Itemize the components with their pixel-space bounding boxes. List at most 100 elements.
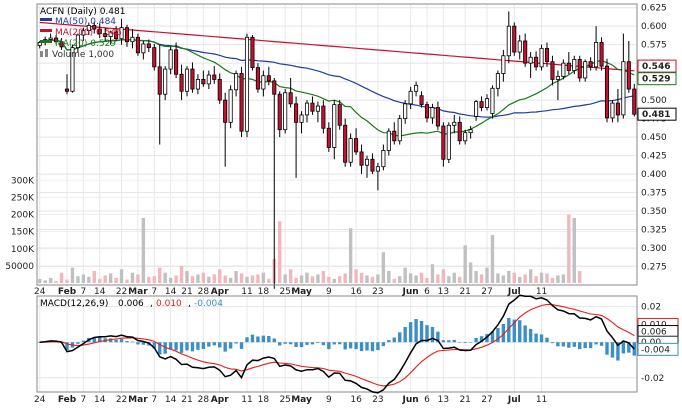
candle-body [621, 61, 626, 116]
macd-histogram-bar [512, 319, 516, 343]
candle-body [124, 27, 130, 43]
volume-bar [294, 277, 298, 283]
candle [446, 122, 451, 163]
volume-bar [168, 277, 173, 283]
macd-histogram-bar [594, 342, 598, 345]
candle-body [234, 73, 239, 91]
candle [114, 26, 119, 41]
candle-body [397, 118, 402, 142]
candle [244, 33, 250, 138]
macd-histogram-bar [387, 340, 391, 343]
candle [452, 114, 457, 134]
macd-histogram-bar [403, 326, 407, 343]
candle [184, 66, 190, 97]
volume-bar [474, 271, 478, 283]
candle [375, 162, 380, 191]
candle-body [239, 73, 244, 132]
candle-body [195, 79, 200, 90]
macd-histogram-bar [359, 342, 364, 352]
macd-histogram-bar [174, 342, 178, 351]
candle-body [495, 73, 500, 89]
x-tick-label: May [291, 287, 312, 297]
price-tick-label: 0.450 [641, 133, 667, 143]
macd-panel [38, 294, 636, 394]
macd-histogram-bar [76, 342, 80, 344]
candle [168, 46, 173, 75]
volume-bar [196, 274, 200, 283]
candle-body [594, 42, 599, 68]
volume-bar [163, 272, 167, 283]
x-tick-label: 28 [198, 287, 210, 297]
candle-body [441, 125, 446, 160]
volume-bar [550, 277, 555, 283]
candle [539, 44, 544, 71]
volume-bar [490, 235, 495, 283]
volume-bar [419, 272, 424, 283]
macd-histogram-bar [408, 322, 413, 343]
candle [37, 40, 42, 49]
macd-histogram-bar [376, 342, 380, 351]
candle-body [146, 43, 151, 49]
macd-histogram-bar [354, 342, 358, 350]
volume-bar [59, 272, 64, 283]
price-tick-label: 0.575 [641, 41, 667, 51]
macd-histogram-bar [567, 342, 571, 348]
volume-tick-label: 150K [11, 228, 35, 238]
macd-histogram-bar [550, 342, 555, 344]
macd-histogram-bar [627, 342, 631, 353]
candle [403, 100, 408, 124]
macd-histogram-bar [108, 338, 113, 343]
macd-histogram-bar [556, 342, 560, 347]
candle [599, 37, 604, 71]
candle-body [54, 37, 59, 43]
volume-bar [54, 280, 58, 283]
candle-body [414, 84, 419, 92]
macd-histogram-bar [370, 342, 375, 352]
candle-body [364, 158, 370, 166]
candle [97, 23, 102, 39]
candle [201, 70, 206, 87]
candle-body [337, 104, 342, 126]
candle-body [81, 30, 86, 36]
volume-bar [534, 276, 538, 283]
volume-bar [387, 271, 391, 283]
volume-bar [305, 272, 309, 283]
macd-label-box [637, 342, 679, 356]
volume-bar [174, 275, 178, 283]
x-tick-label: 11 [241, 287, 252, 297]
candle-body [64, 88, 70, 92]
macd-x-tick-label: 22 [116, 395, 127, 405]
macd-x-tick-label: 27 [481, 395, 492, 405]
volume-bar [299, 275, 304, 283]
candle-body [37, 42, 42, 46]
candle-body [206, 74, 211, 85]
candle [430, 103, 435, 124]
candle [124, 24, 130, 47]
candle-body [157, 66, 162, 95]
candle [506, 11, 511, 64]
candle-body [468, 129, 473, 134]
volume-tick-label: 50000 [5, 262, 34, 272]
candle-body [403, 103, 408, 120]
volume-bar [512, 272, 516, 283]
candle-body [201, 79, 206, 85]
volume-bar [38, 278, 42, 283]
candle [495, 70, 500, 97]
x-tick-label: Feb [58, 287, 77, 297]
candle-body [457, 121, 462, 142]
macd-x-tick-label: May [291, 395, 312, 405]
volume-bar [414, 275, 418, 283]
volume-bar [103, 275, 107, 283]
macd-histogram-bar [578, 342, 582, 350]
volume-bar [338, 276, 342, 283]
x-tick-label: Jun [402, 287, 419, 297]
macd-histogram-bar [496, 328, 500, 343]
candle [604, 58, 610, 123]
macd-histogram-bar [518, 320, 522, 343]
candle-body [48, 37, 53, 40]
candle-body [70, 47, 75, 92]
volume-bar [48, 277, 53, 283]
legend-ma20: MA(20) 0.529 [55, 39, 116, 49]
candle-body [419, 95, 424, 105]
macd-histogram-bar [425, 325, 429, 343]
